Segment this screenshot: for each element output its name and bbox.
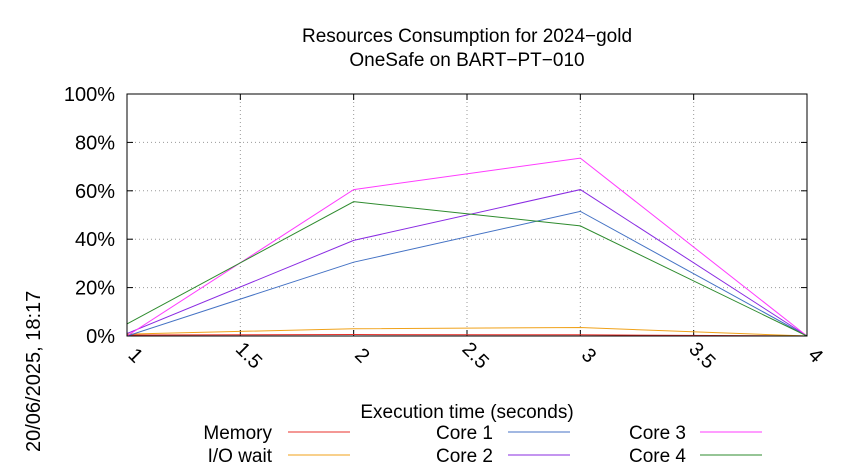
- legend-label-core-2: Core 2: [436, 446, 493, 467]
- x-axis-label: Execution time (seconds): [360, 402, 573, 423]
- legend-label-core-3: Core 3: [629, 423, 686, 444]
- y-tick-label: 0%: [86, 326, 115, 348]
- legend-label-i-o-wait: I/O wait: [208, 446, 273, 467]
- plot-frame: [126, 93, 808, 337]
- series-line-memory: [126, 334, 808, 337]
- x-tick-label: 2: [350, 344, 373, 367]
- legend-label-core-4: Core 4: [629, 446, 686, 467]
- x-tick-label: 2.5: [458, 338, 493, 373]
- y-tick-label: 80%: [75, 132, 115, 154]
- y-axis-ticks: 0% 20% 40% 60% 80% 100%: [64, 84, 807, 348]
- series-line-i-o-wait: [126, 327, 808, 337]
- x-tick-label: 3: [577, 344, 600, 367]
- x-tick-label: 4: [804, 344, 827, 367]
- series-line-core-4: [126, 201, 808, 337]
- x-tick-label: 3.5: [684, 338, 719, 373]
- series-line-core-3: [126, 157, 808, 337]
- series-line-core-1: [126, 210, 808, 337]
- x-tick-label: 1: [124, 344, 147, 367]
- y-tick-label: 40%: [75, 229, 115, 251]
- legend-label-core-1: Core 1: [436, 423, 493, 444]
- y-tick-label: 100%: [64, 84, 115, 106]
- y-tick-label: 60%: [75, 181, 115, 203]
- series-lines: [126, 157, 808, 337]
- chart-title: Resources Consumption for 2024−gold: [302, 26, 632, 47]
- legend-label-memory: Memory: [203, 423, 272, 444]
- chart-subtitle: OneSafe on BART−PT−010: [349, 50, 584, 71]
- series-line-core-2: [126, 189, 808, 337]
- timestamp-label: 20/06/2025, 18:17: [23, 291, 45, 452]
- x-tick-label: 1.5: [231, 338, 266, 373]
- y-tick-label: 20%: [75, 278, 115, 300]
